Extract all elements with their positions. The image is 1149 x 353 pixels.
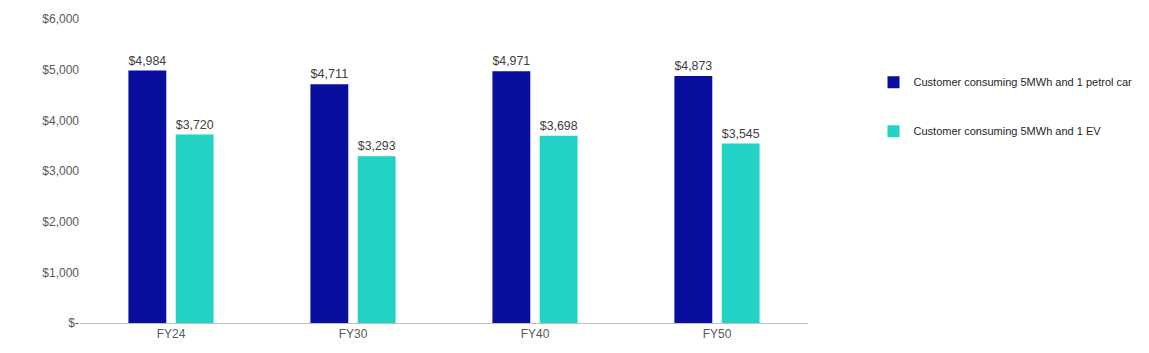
svg-text:$4,971: $4,971 [492,54,530,68]
svg-text:$3,698: $3,698 [540,119,578,133]
svg-text:$-: $- [68,316,79,330]
svg-text:FY24: FY24 [157,327,186,341]
svg-text:FY50: FY50 [703,327,732,341]
svg-text:FY30: FY30 [339,327,368,341]
svg-text:$2,000: $2,000 [42,215,79,229]
svg-text:$4,873: $4,873 [674,59,712,73]
svg-text:$3,293: $3,293 [358,139,396,153]
svg-text:$4,984: $4,984 [128,54,166,68]
svg-text:$3,545: $3,545 [722,127,760,141]
svg-text:$4,711: $4,711 [310,67,348,81]
svg-text:$5,000: $5,000 [42,63,79,77]
svg-text:Customer consuming 5MWh and 1: Customer consuming 5MWh and 1 EV [914,125,1102,137]
svg-text:$1,000: $1,000 [42,266,79,280]
svg-text:$3,720: $3,720 [176,118,214,132]
svg-text:$4,000: $4,000 [42,114,79,128]
svg-text:$3,000: $3,000 [42,164,79,178]
svg-text:FY40: FY40 [521,327,550,341]
svg-text:Customer consuming 5MWh and 1: Customer consuming 5MWh and 1 petrol car [914,76,1133,88]
svg-text:$6,000: $6,000 [42,12,79,26]
